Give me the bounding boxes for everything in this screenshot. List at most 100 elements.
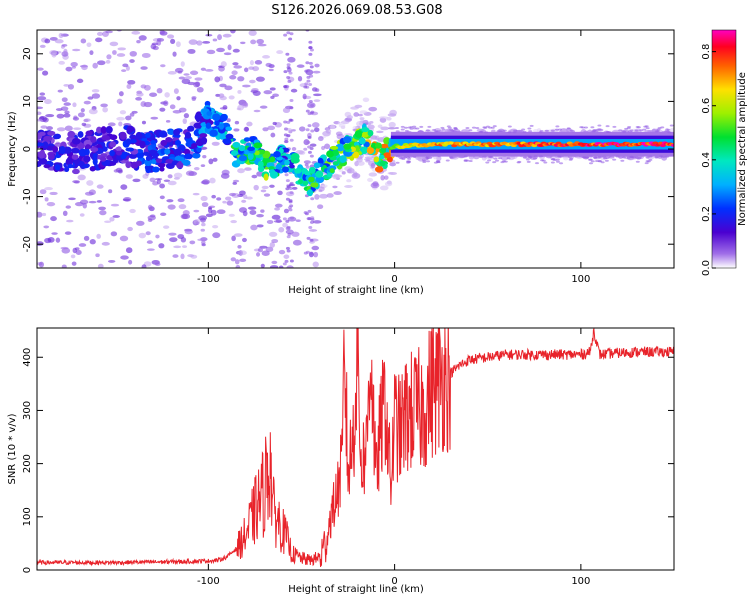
spectrogram-speckle [212, 232, 221, 239]
spectrogram-speckle [276, 50, 284, 55]
spectrogram-speckle [65, 205, 72, 209]
spectrogram-cluster [112, 158, 119, 164]
spectrogram-cluster [165, 158, 174, 164]
spectrogram-speckle [608, 156, 615, 159]
spectrogram-cluster [257, 160, 264, 169]
spectrogram-speckle [154, 262, 161, 266]
spectrogram-streak [305, 61, 310, 65]
spectrogram-speckle [135, 96, 142, 101]
spectrogram-speckle [522, 156, 527, 159]
spectrogram-speckle [147, 215, 156, 221]
spectrogram-streak [309, 65, 314, 69]
spectrogram-speckle [550, 158, 555, 161]
x-tick-label: -100 [197, 576, 220, 587]
spectrogram-speckle [37, 118, 43, 122]
spectrogram-speckle [128, 259, 133, 265]
spectrogram-streak [305, 165, 310, 169]
spectrogram-speckle [271, 214, 281, 220]
spectrogram-speckle [468, 159, 473, 162]
spectrogram-speckle [388, 121, 396, 128]
spectrogram-speckle [425, 129, 430, 132]
spectrogram-speckle [492, 161, 497, 164]
spectrogram-streak [289, 181, 294, 185]
spectrogram-cluster [38, 157, 48, 165]
spectrogram-streak [288, 118, 293, 122]
spectrogram-streak [283, 70, 288, 74]
spectrogram-speckle [335, 131, 343, 136]
spectrogram-cluster [85, 144, 91, 150]
spectrogram-speckle [475, 127, 480, 130]
spectrogram-streak [310, 197, 315, 201]
spectrogram-speckle [212, 225, 219, 229]
spectrogram-speckle [119, 235, 129, 242]
spectrogram-streak [309, 238, 314, 242]
spectrogram-cluster [294, 168, 302, 174]
spectrogram-cluster [378, 154, 385, 160]
spectrogram-cluster [343, 143, 352, 150]
spectrogram-speckle [86, 180, 94, 186]
spectrogram-cluster [247, 152, 254, 161]
spectrogram-speckle [70, 254, 76, 259]
spectrogram-speckle [541, 159, 546, 162]
spectrogram-speckle [317, 136, 324, 142]
spectrogram-speckle [314, 63, 320, 68]
spectrogram-cluster [254, 150, 260, 156]
spectrogram-speckle [256, 252, 261, 257]
spectrogram-speckle [105, 30, 113, 34]
spectrogram-speckle [127, 226, 133, 232]
spectrogram-speckle [67, 83, 75, 90]
spectrogram-speckle [635, 125, 640, 128]
spectrogram-speckle [465, 159, 470, 162]
spectrogram-speckle [487, 159, 492, 162]
spectrogram-streak [282, 262, 287, 266]
spectrogram-speckle [201, 222, 206, 227]
spectrogram-streak [283, 140, 288, 144]
spectrogram-speckle [172, 51, 177, 57]
y-tick-label: -20 [22, 236, 33, 252]
spectrogram-speckle [370, 182, 380, 189]
spectrogram-speckle [507, 131, 512, 134]
spectrogram-cluster [273, 151, 281, 158]
spectrogram-streak [285, 179, 290, 183]
spectrogram-speckle [72, 48, 81, 52]
spectrogram-speckle [253, 184, 259, 191]
spectrogram-speckle [589, 162, 594, 165]
spectrogram-speckle [58, 60, 65, 65]
spectrogram-speckle [180, 253, 185, 260]
spectrogram-speckle [196, 86, 204, 93]
spectrogram-speckle [227, 44, 232, 51]
spectrogram-speckle [330, 124, 336, 130]
spectrogram-speckle [64, 110, 70, 114]
spectrogram-speckle [163, 100, 169, 107]
spectrogram-streak [286, 249, 291, 253]
spectrogram-cluster [379, 160, 386, 167]
spectrogram-cluster [225, 126, 232, 132]
spectrogram-cluster [145, 155, 152, 161]
spectrogram-speckle [290, 88, 298, 93]
spectrogram-speckle [99, 210, 107, 216]
spectrogram-cluster [247, 146, 255, 152]
spectrogram-speckle [268, 68, 274, 72]
spectrogram-cluster [174, 139, 182, 146]
spectrogram-speckle [317, 204, 324, 210]
spectrogram-speckle [118, 91, 124, 97]
spectrogram-speckle [211, 194, 216, 199]
spectrogram-speckle [409, 126, 414, 129]
spectrogram-speckle [147, 248, 155, 251]
spectrogram-speckle [605, 130, 610, 133]
spectrogram-streak [310, 216, 315, 220]
spectrogram-speckle [654, 156, 659, 159]
spectrogram-streak [289, 138, 294, 142]
spectrogram-speckle [478, 130, 483, 133]
spectrogram-speckle [200, 217, 206, 223]
spectrogram-speckle [72, 102, 77, 108]
spectrogram-speckle [149, 177, 156, 183]
spectrogram-speckle [400, 125, 405, 128]
spectrogram-speckle [241, 199, 247, 203]
spectrogram-speckle [119, 110, 127, 115]
spectrogram-cluster [96, 126, 103, 134]
spectrogram-speckle [37, 211, 43, 218]
spectrogram-speckle [140, 101, 147, 108]
y-tick-label: 10 [22, 95, 33, 108]
spectrogram-speckle [250, 224, 258, 231]
